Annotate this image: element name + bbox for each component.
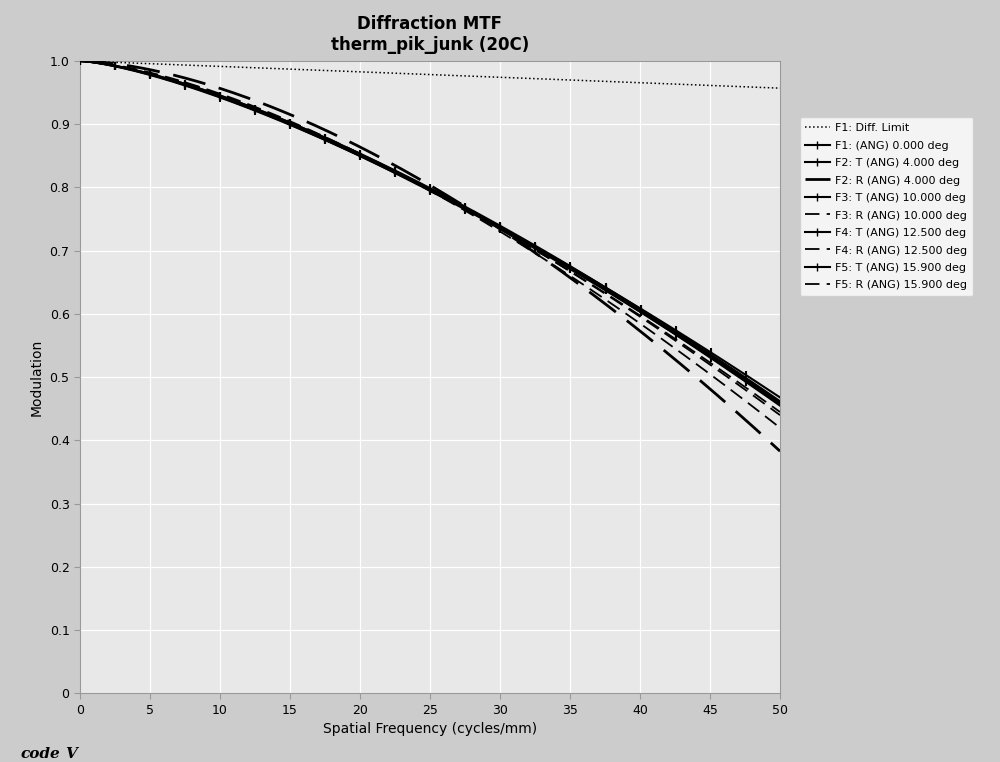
- Line: F2: T (ANG) 4.000 deg: F2: T (ANG) 4.000 deg: [76, 57, 784, 408]
- Line: F5: T (ANG) 15.900 deg: F5: T (ANG) 15.900 deg: [76, 57, 784, 410]
- F4: R (ANG) 12.500 deg: (20.2, 0.851): R (ANG) 12.500 deg: (20.2, 0.851): [357, 151, 369, 160]
- F1: Diff. Limit: (5.11, 0.996): Diff. Limit: (5.11, 0.996): [145, 59, 157, 69]
- F4: T (ANG) 12.500 deg: (20.2, 0.851): T (ANG) 12.500 deg: (20.2, 0.851): [357, 150, 369, 159]
- Line: F5: R (ANG) 15.900 deg: F5: R (ANG) 15.900 deg: [80, 61, 780, 427]
- F5: R (ANG) 15.900 deg: (39.9, 0.587): R (ANG) 15.900 deg: (39.9, 0.587): [632, 318, 644, 327]
- F5: R (ANG) 15.900 deg: (22, 0.83): R (ANG) 15.900 deg: (22, 0.83): [382, 164, 394, 173]
- F2: R (ANG) 4.000 deg: (50, 0.383): R (ANG) 4.000 deg: (50, 0.383): [774, 447, 786, 456]
- F2: T (ANG) 4.000 deg: (22, 0.828): T (ANG) 4.000 deg: (22, 0.828): [382, 165, 394, 174]
- F5: T (ANG) 15.900 deg: (50, 0.455): T (ANG) 15.900 deg: (50, 0.455): [774, 401, 786, 410]
- Line: F1: Diff. Limit: F1: Diff. Limit: [80, 61, 780, 88]
- F4: T (ANG) 12.500 deg: (39.9, 0.61): T (ANG) 12.500 deg: (39.9, 0.61): [632, 303, 644, 312]
- F3: R (ANG) 10.000 deg: (20.2, 0.849): R (ANG) 10.000 deg: (20.2, 0.849): [357, 152, 369, 161]
- F5: T (ANG) 15.900 deg: (39.9, 0.605): T (ANG) 15.900 deg: (39.9, 0.605): [632, 306, 644, 315]
- F5: R (ANG) 15.900 deg: (34.3, 0.67): R (ANG) 15.900 deg: (34.3, 0.67): [555, 265, 567, 274]
- Line: F1: (ANG) 0.000 deg: F1: (ANG) 0.000 deg: [76, 57, 784, 402]
- F3: T (ANG) 10.000 deg: (34.3, 0.682): T (ANG) 10.000 deg: (34.3, 0.682): [555, 258, 567, 267]
- Line: F3: R (ANG) 10.000 deg: F3: R (ANG) 10.000 deg: [80, 61, 780, 412]
- F5: R (ANG) 15.900 deg: (39, 0.601): R (ANG) 15.900 deg: (39, 0.601): [620, 309, 632, 318]
- F3: T (ANG) 10.000 deg: (50, 0.46): T (ANG) 10.000 deg: (50, 0.46): [774, 398, 786, 407]
- F5: R (ANG) 15.900 deg: (0, 1): R (ANG) 15.900 deg: (0, 1): [74, 56, 86, 66]
- Text: V: V: [65, 748, 77, 761]
- F3: R (ANG) 10.000 deg: (50, 0.445): R (ANG) 10.000 deg: (50, 0.445): [774, 408, 786, 417]
- F5: R (ANG) 15.900 deg: (5.11, 0.981): R (ANG) 15.900 deg: (5.11, 0.981): [145, 69, 157, 78]
- F5: T (ANG) 15.900 deg: (22, 0.831): T (ANG) 15.900 deg: (22, 0.831): [382, 163, 394, 172]
- F5: T (ANG) 15.900 deg: (5.11, 0.979): T (ANG) 15.900 deg: (5.11, 0.979): [145, 69, 157, 78]
- F5: R (ANG) 15.900 deg: (20.2, 0.851): R (ANG) 15.900 deg: (20.2, 0.851): [357, 151, 369, 160]
- F2: R (ANG) 4.000 deg: (0, 1): R (ANG) 4.000 deg: (0, 1): [74, 56, 86, 66]
- F5: T (ANG) 15.900 deg: (20.2, 0.851): T (ANG) 15.900 deg: (20.2, 0.851): [357, 151, 369, 160]
- F2: R (ANG) 4.000 deg: (39.9, 0.575): R (ANG) 4.000 deg: (39.9, 0.575): [632, 325, 644, 335]
- X-axis label: Spatial Frequency (cycles/mm): Spatial Frequency (cycles/mm): [323, 722, 537, 736]
- F1: (ANG) 0.000 deg: (34.3, 0.683): (ANG) 0.000 deg: (34.3, 0.683): [555, 257, 567, 266]
- F4: R (ANG) 12.500 deg: (5.11, 0.98): R (ANG) 12.500 deg: (5.11, 0.98): [145, 69, 157, 78]
- F1: Diff. Limit: (0, 1): Diff. Limit: (0, 1): [74, 56, 86, 66]
- Line: F4: T (ANG) 12.500 deg: F4: T (ANG) 12.500 deg: [76, 57, 784, 405]
- F2: T (ANG) 4.000 deg: (39.9, 0.605): T (ANG) 4.000 deg: (39.9, 0.605): [632, 306, 644, 315]
- F1: Diff. Limit: (34.3, 0.97): Diff. Limit: (34.3, 0.97): [555, 75, 567, 85]
- Title: Diffraction MTF
therm_pik_junk (20C): Diffraction MTF therm_pik_junk (20C): [331, 15, 529, 54]
- F2: R (ANG) 4.000 deg: (20.2, 0.861): R (ANG) 4.000 deg: (20.2, 0.861): [357, 144, 369, 153]
- F3: R (ANG) 10.000 deg: (22, 0.83): R (ANG) 10.000 deg: (22, 0.83): [382, 164, 394, 173]
- F3: R (ANG) 10.000 deg: (0, 1): R (ANG) 10.000 deg: (0, 1): [74, 56, 86, 66]
- F3: T (ANG) 10.000 deg: (39, 0.62): T (ANG) 10.000 deg: (39, 0.62): [620, 297, 632, 306]
- F4: T (ANG) 12.500 deg: (0, 1): T (ANG) 12.500 deg: (0, 1): [74, 56, 86, 66]
- F1: Diff. Limit: (39.9, 0.966): Diff. Limit: (39.9, 0.966): [632, 78, 644, 87]
- Y-axis label: Modulation: Modulation: [30, 338, 44, 416]
- F1: (ANG) 0.000 deg: (39, 0.623): (ANG) 0.000 deg: (39, 0.623): [620, 295, 632, 304]
- F3: T (ANG) 10.000 deg: (20.2, 0.849): T (ANG) 10.000 deg: (20.2, 0.849): [357, 152, 369, 161]
- Text: code: code: [20, 748, 60, 761]
- F5: T (ANG) 15.900 deg: (39, 0.618): T (ANG) 15.900 deg: (39, 0.618): [620, 298, 632, 307]
- F1: (ANG) 0.000 deg: (20.2, 0.847): (ANG) 0.000 deg: (20.2, 0.847): [357, 153, 369, 162]
- F3: R (ANG) 10.000 deg: (39.9, 0.599): R (ANG) 10.000 deg: (39.9, 0.599): [632, 310, 644, 319]
- F5: R (ANG) 15.900 deg: (50, 0.42): R (ANG) 15.900 deg: (50, 0.42): [774, 423, 786, 432]
- F1: (ANG) 0.000 deg: (22, 0.828): (ANG) 0.000 deg: (22, 0.828): [382, 165, 394, 174]
- F3: R (ANG) 10.000 deg: (39, 0.612): R (ANG) 10.000 deg: (39, 0.612): [620, 302, 632, 311]
- F4: T (ANG) 12.500 deg: (22, 0.832): T (ANG) 12.500 deg: (22, 0.832): [382, 162, 394, 171]
- Line: F2: R (ANG) 4.000 deg: F2: R (ANG) 4.000 deg: [80, 61, 780, 451]
- F4: R (ANG) 12.500 deg: (34.3, 0.677): R (ANG) 12.500 deg: (34.3, 0.677): [555, 261, 567, 270]
- F5: T (ANG) 15.900 deg: (34.3, 0.682): T (ANG) 15.900 deg: (34.3, 0.682): [555, 258, 567, 267]
- F2: T (ANG) 4.000 deg: (34.3, 0.68): T (ANG) 4.000 deg: (34.3, 0.68): [555, 259, 567, 268]
- F2: T (ANG) 4.000 deg: (39, 0.617): T (ANG) 4.000 deg: (39, 0.617): [620, 299, 632, 308]
- F2: R (ANG) 4.000 deg: (39, 0.591): R (ANG) 4.000 deg: (39, 0.591): [620, 315, 632, 325]
- Line: F3: T (ANG) 10.000 deg: F3: T (ANG) 10.000 deg: [76, 57, 784, 407]
- F1: (ANG) 0.000 deg: (50, 0.468): (ANG) 0.000 deg: (50, 0.468): [774, 393, 786, 402]
- F1: (ANG) 0.000 deg: (39.9, 0.61): (ANG) 0.000 deg: (39.9, 0.61): [632, 303, 644, 312]
- F2: R (ANG) 4.000 deg: (5.11, 0.986): R (ANG) 4.000 deg: (5.11, 0.986): [145, 66, 157, 75]
- F3: T (ANG) 10.000 deg: (39.9, 0.607): T (ANG) 10.000 deg: (39.9, 0.607): [632, 305, 644, 314]
- F4: R (ANG) 12.500 deg: (39, 0.611): R (ANG) 12.500 deg: (39, 0.611): [620, 303, 632, 312]
- F1: Diff. Limit: (22, 0.981): Diff. Limit: (22, 0.981): [382, 69, 394, 78]
- F1: Diff. Limit: (39, 0.966): Diff. Limit: (39, 0.966): [620, 78, 632, 87]
- F1: (ANG) 0.000 deg: (5.11, 0.977): (ANG) 0.000 deg: (5.11, 0.977): [145, 71, 157, 80]
- Legend: F1: Diff. Limit, F1: (ANG) 0.000 deg, F2: T (ANG) 4.000 deg, F2: R (ANG) 4.000 d: F1: Diff. Limit, F1: (ANG) 0.000 deg, F2…: [800, 117, 973, 296]
- F2: T (ANG) 4.000 deg: (20.2, 0.847): T (ANG) 4.000 deg: (20.2, 0.847): [357, 153, 369, 162]
- F4: R (ANG) 12.500 deg: (50, 0.44): R (ANG) 12.500 deg: (50, 0.44): [774, 411, 786, 420]
- F1: Diff. Limit: (50, 0.957): Diff. Limit: (50, 0.957): [774, 84, 786, 93]
- F3: T (ANG) 10.000 deg: (22, 0.83): T (ANG) 10.000 deg: (22, 0.83): [382, 164, 394, 173]
- F2: T (ANG) 4.000 deg: (5.11, 0.978): T (ANG) 4.000 deg: (5.11, 0.978): [145, 70, 157, 79]
- F3: T (ANG) 10.000 deg: (0, 1): T (ANG) 10.000 deg: (0, 1): [74, 56, 86, 66]
- F4: R (ANG) 12.500 deg: (0, 1): R (ANG) 12.500 deg: (0, 1): [74, 56, 86, 66]
- F3: R (ANG) 10.000 deg: (34.3, 0.677): R (ANG) 10.000 deg: (34.3, 0.677): [555, 261, 567, 270]
- F5: T (ANG) 15.900 deg: (0, 1): T (ANG) 15.900 deg: (0, 1): [74, 56, 86, 66]
- F1: (ANG) 0.000 deg: (0, 1): (ANG) 0.000 deg: (0, 1): [74, 56, 86, 66]
- F3: T (ANG) 10.000 deg: (5.11, 0.978): T (ANG) 10.000 deg: (5.11, 0.978): [145, 70, 157, 79]
- F4: T (ANG) 12.500 deg: (5.11, 0.979): T (ANG) 12.500 deg: (5.11, 0.979): [145, 69, 157, 78]
- F2: T (ANG) 4.000 deg: (50, 0.458): T (ANG) 4.000 deg: (50, 0.458): [774, 399, 786, 408]
- F4: T (ANG) 12.500 deg: (34.3, 0.685): T (ANG) 12.500 deg: (34.3, 0.685): [555, 256, 567, 265]
- F2: T (ANG) 4.000 deg: (0, 1): T (ANG) 4.000 deg: (0, 1): [74, 56, 86, 66]
- F4: R (ANG) 12.500 deg: (22, 0.831): R (ANG) 12.500 deg: (22, 0.831): [382, 163, 394, 172]
- F2: R (ANG) 4.000 deg: (22, 0.841): R (ANG) 4.000 deg: (22, 0.841): [382, 157, 394, 166]
- F4: T (ANG) 12.500 deg: (39, 0.622): T (ANG) 12.500 deg: (39, 0.622): [620, 296, 632, 305]
- F4: R (ANG) 12.500 deg: (39.9, 0.597): R (ANG) 12.500 deg: (39.9, 0.597): [632, 311, 644, 320]
- Line: F4: R (ANG) 12.500 deg: F4: R (ANG) 12.500 deg: [80, 61, 780, 415]
- F4: T (ANG) 12.500 deg: (50, 0.462): T (ANG) 12.500 deg: (50, 0.462): [774, 397, 786, 406]
- F3: R (ANG) 10.000 deg: (5.11, 0.979): R (ANG) 10.000 deg: (5.11, 0.979): [145, 69, 157, 78]
- F2: R (ANG) 4.000 deg: (34.3, 0.668): R (ANG) 4.000 deg: (34.3, 0.668): [555, 266, 567, 275]
- F1: Diff. Limit: (20.2, 0.983): Diff. Limit: (20.2, 0.983): [357, 67, 369, 76]
